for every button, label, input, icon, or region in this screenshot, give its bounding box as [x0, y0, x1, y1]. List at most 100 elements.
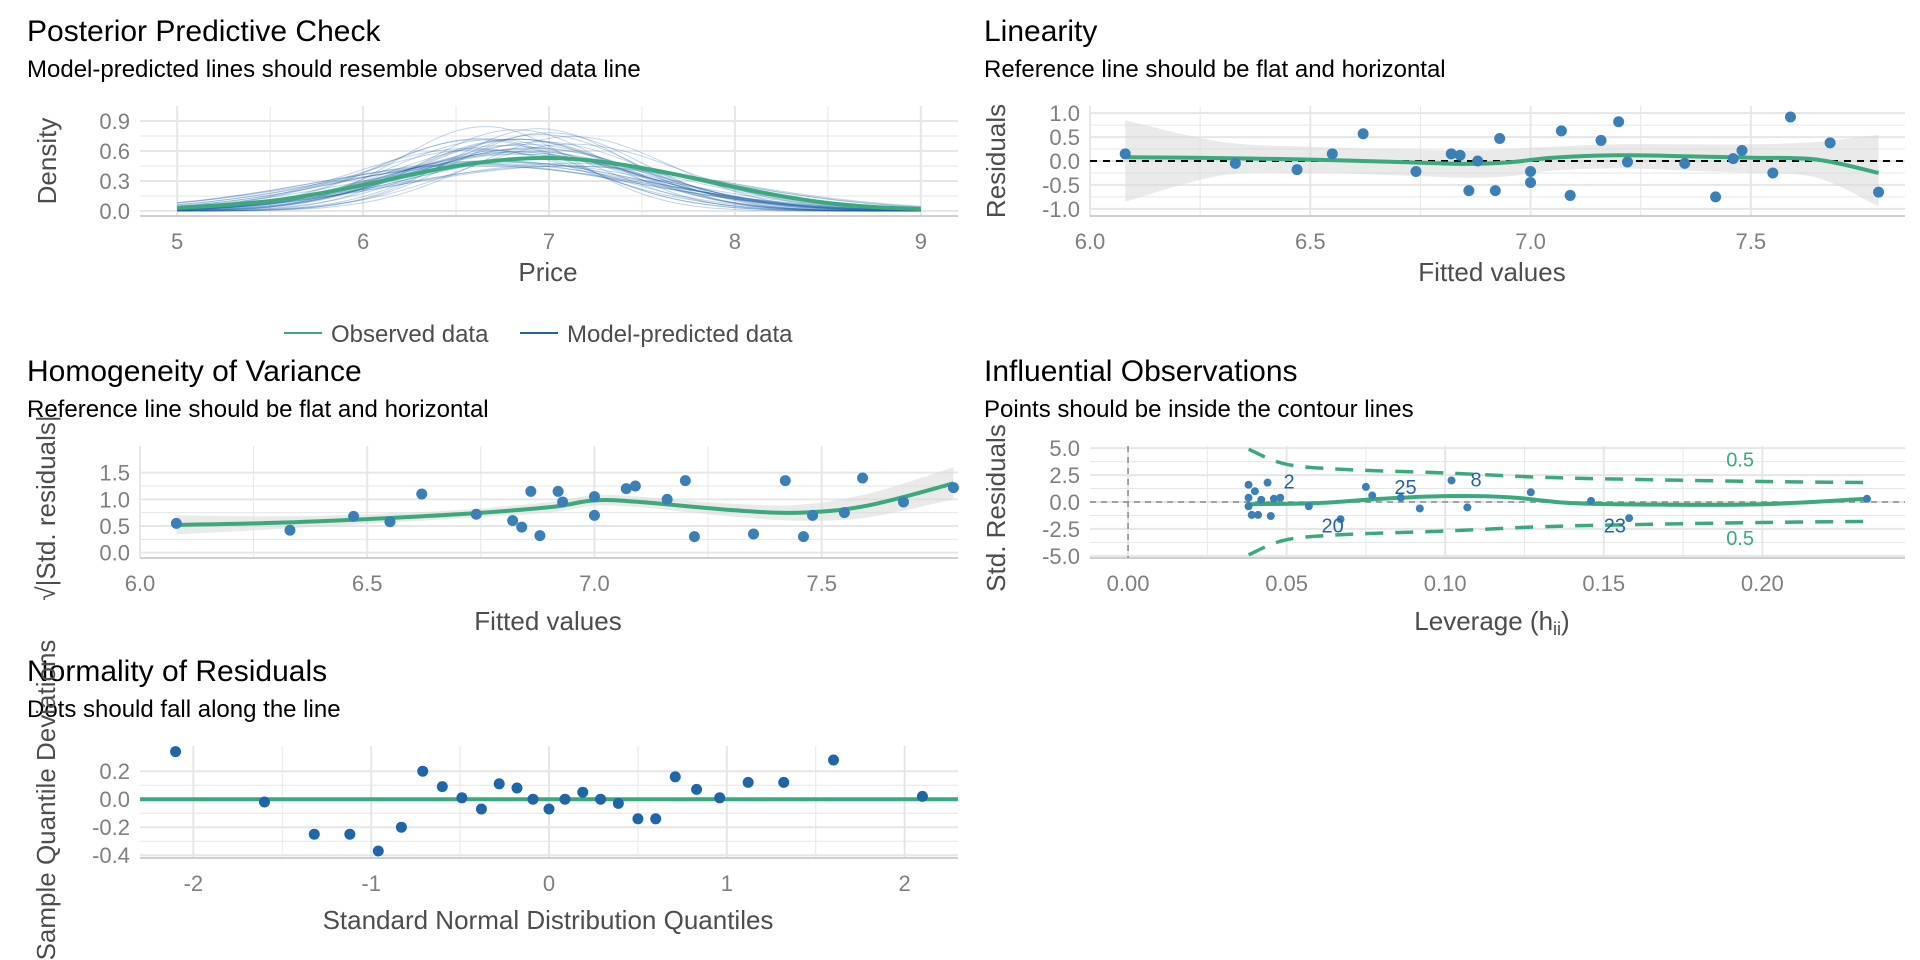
- data-point: [1784, 111, 1796, 123]
- data-point: [1463, 185, 1475, 197]
- data-point: [1361, 482, 1370, 491]
- y-tick-label: 0.0: [99, 199, 130, 224]
- data-point: [470, 508, 482, 520]
- data-point: [828, 754, 840, 766]
- data-point: [1447, 476, 1456, 485]
- ppc-y-label: Density: [32, 118, 62, 205]
- data-point: [688, 531, 700, 543]
- data-point: [1250, 487, 1259, 496]
- data-point: [857, 472, 869, 484]
- influential-subtitle: Points should be inside the contour line…: [984, 396, 1414, 423]
- data-point: [436, 781, 448, 793]
- influential-x-label: Leverage (hii): [1414, 606, 1569, 639]
- data-point: [691, 783, 703, 795]
- data-point: [1489, 185, 1501, 197]
- x-tick-label: 7.0: [579, 571, 610, 596]
- data-point: [170, 517, 182, 529]
- x-tick-label: 0.20: [1741, 571, 1784, 596]
- predicted-density-line: [177, 138, 921, 212]
- data-point: [1410, 166, 1422, 178]
- panel-posterior-predictive-check: Posterior Predictive Check Model-predict…: [27, 15, 958, 348]
- data-point: [493, 778, 505, 790]
- data-point: [1445, 148, 1457, 160]
- x-tick-label: 6.0: [1075, 229, 1106, 254]
- ppc-grid: [140, 106, 958, 217]
- predicted-density-line: [177, 143, 921, 212]
- data-point: [1244, 493, 1253, 502]
- linearity-x-label: Fitted values: [1418, 257, 1565, 287]
- normality-y-ticks: -0.4 -0.2 0.0 0.2: [92, 759, 130, 868]
- point-label: 20: [1321, 516, 1343, 538]
- influential-y-label: Std. Residuals: [981, 424, 1011, 592]
- x-tick-label: 5: [171, 229, 183, 254]
- point-label: 25: [1394, 477, 1416, 499]
- normality-x-ticks: -2 -1 0 1 2: [184, 871, 911, 896]
- predicted-density-line: [177, 143, 921, 212]
- data-point: [1368, 491, 1377, 500]
- data-point: [1736, 144, 1748, 156]
- legend-predicted-label: Model-predicted data: [567, 321, 793, 348]
- data-point: [1326, 148, 1338, 160]
- predicted-density-line: [177, 163, 921, 211]
- data-point: [1396, 493, 1405, 502]
- data-point: [742, 776, 754, 788]
- y-tick-label: 1.0: [1049, 101, 1080, 126]
- data-point: [1526, 488, 1535, 497]
- predicted-density-line: [177, 163, 921, 211]
- ppc-subtitle: Model-predicted lines should resemble ob…: [27, 56, 641, 83]
- data-point: [1454, 149, 1466, 161]
- y-tick-label: 0.5: [99, 514, 130, 539]
- data-point: [1587, 496, 1596, 505]
- influential-smooth-line: [1248, 493, 1868, 507]
- y-tick-label: 1.0: [99, 487, 130, 512]
- homogeneity-x-label: Fitted values: [474, 606, 621, 636]
- y-tick-label: -0.4: [92, 843, 130, 868]
- predicted-density-line: [177, 160, 921, 211]
- homogeneity-y-label: √|Std. residuals|: [31, 415, 61, 600]
- homogeneity-x-ticks: 6.0 6.5 7.0 7.5: [125, 571, 837, 596]
- data-point: [779, 475, 791, 487]
- y-tick-label: 0.5: [1049, 125, 1080, 150]
- normality-points: [170, 746, 928, 857]
- predicted-density-line: [177, 147, 921, 212]
- y-tick-label: 0.0: [1049, 490, 1080, 515]
- homogeneity-y-ticks: 0.00.51.01.5: [99, 461, 130, 566]
- x-tick-label: 7.5: [1736, 229, 1767, 254]
- data-point: [1472, 155, 1484, 167]
- y-tick-label: -0.5: [1042, 173, 1080, 198]
- data-point: [527, 793, 539, 805]
- y-tick-label: -5.0: [1042, 544, 1080, 569]
- ppc-x-ticks: 5 6 7 8 9: [171, 229, 927, 254]
- ppc-x-label: Price: [518, 257, 577, 287]
- data-point: [507, 515, 519, 527]
- y-tick-label: -0.2: [92, 815, 130, 840]
- data-point: [1257, 495, 1266, 504]
- data-point: [511, 782, 523, 794]
- y-tick-label: 2.5: [1049, 463, 1080, 488]
- predicted-density-line: [177, 133, 921, 212]
- predicted-density-line: [177, 132, 921, 212]
- data-point: [456, 792, 468, 804]
- homogeneity-title: Homogeneity of Variance: [27, 355, 362, 388]
- data-point: [577, 786, 589, 798]
- ppc-observed-line: [177, 155, 921, 211]
- contour-label-upper: 0.5: [1726, 449, 1754, 471]
- data-point: [559, 793, 571, 805]
- data-point: [588, 491, 600, 503]
- data-point: [1621, 156, 1633, 168]
- data-point: [1229, 157, 1241, 169]
- predicted-density-line: [177, 138, 921, 212]
- y-tick-label: 0.9: [99, 109, 130, 134]
- data-point: [632, 813, 644, 825]
- data-point: [1494, 133, 1506, 145]
- linearity-x-ticks: 6.0 6.5 7.0 7.5: [1075, 229, 1766, 254]
- data-point: [1304, 502, 1313, 511]
- linearity-y-label: Residuals: [981, 104, 1011, 218]
- x-tick-label: 0.10: [1424, 571, 1467, 596]
- panel-influential: Influential Observations Points should b…: [981, 355, 1905, 639]
- predicted-density-line: [177, 164, 921, 211]
- predicted-density-line: [177, 162, 921, 210]
- data-point: [1415, 504, 1424, 513]
- data-point: [661, 493, 673, 505]
